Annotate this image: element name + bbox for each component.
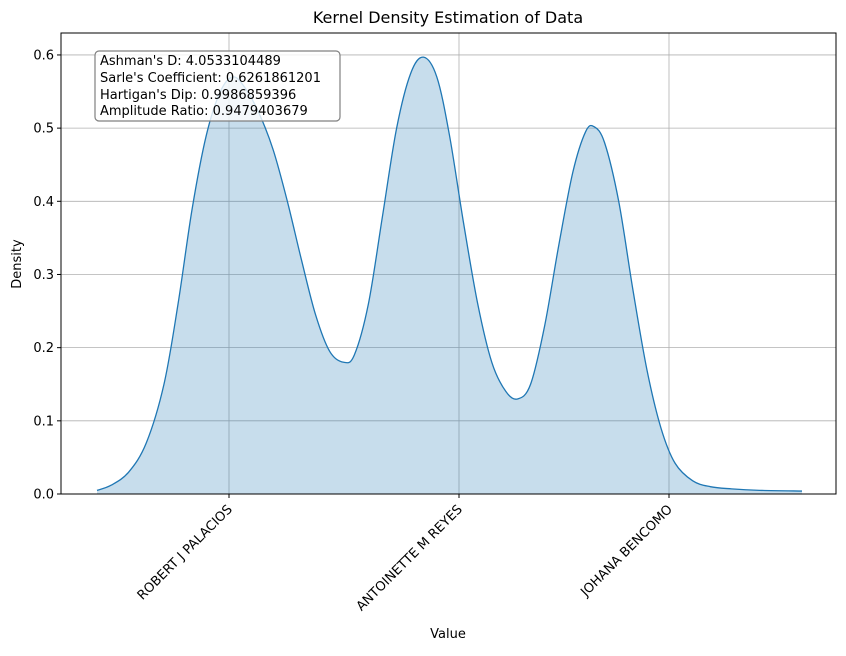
annotation-ashmans-d: Ashman's D: 4.0533104489	[100, 54, 281, 69]
x-tick-label: JOHANA BENCOMO	[577, 502, 675, 600]
annotation-amplitude-ratio: Amplitude Ratio: 0.9479403679	[100, 104, 308, 119]
y-tick-label: 0.4	[33, 195, 54, 210]
density-fill	[97, 57, 802, 494]
y-tick-label: 0.2	[33, 341, 54, 356]
y-tick-label: 0.1	[33, 414, 54, 429]
x-axis-label: Value	[430, 627, 466, 642]
y-axis-ticks: 0.0 0.1 0.2 0.3 0.4 0.5 0.6	[33, 48, 61, 503]
y-tick-label: 0.0	[33, 488, 54, 503]
x-tick-label: ANTOINETTE M REYES	[354, 502, 466, 614]
y-tick-label: 0.6	[33, 48, 54, 63]
y-tick-label: 0.3	[33, 268, 54, 283]
y-tick-label: 0.5	[33, 122, 54, 137]
annotation-hartigans-dip: Hartigan's Dip: 0.9986859396	[100, 88, 296, 103]
chart-title: Kernel Density Estimation of Data	[313, 8, 583, 27]
x-axis-ticks: ROBERT J PALACIOS ANTOINETTE M REYES JOHAN…	[135, 494, 676, 614]
statistics-annotation-box: Ashman's D: 4.0533104489 Sarle's Coeffic…	[94, 50, 341, 122]
y-axis-label: Density	[10, 239, 25, 289]
x-tick-label: ROBERT J PALACIOS	[135, 502, 236, 603]
annotation-sarles-coefficient: Sarle's Coefficient: 0.6261861201	[100, 71, 321, 86]
plot-frame	[60, 32, 837, 495]
annotation-box-background	[94, 50, 341, 122]
density-area-layer	[96, 56, 803, 495]
